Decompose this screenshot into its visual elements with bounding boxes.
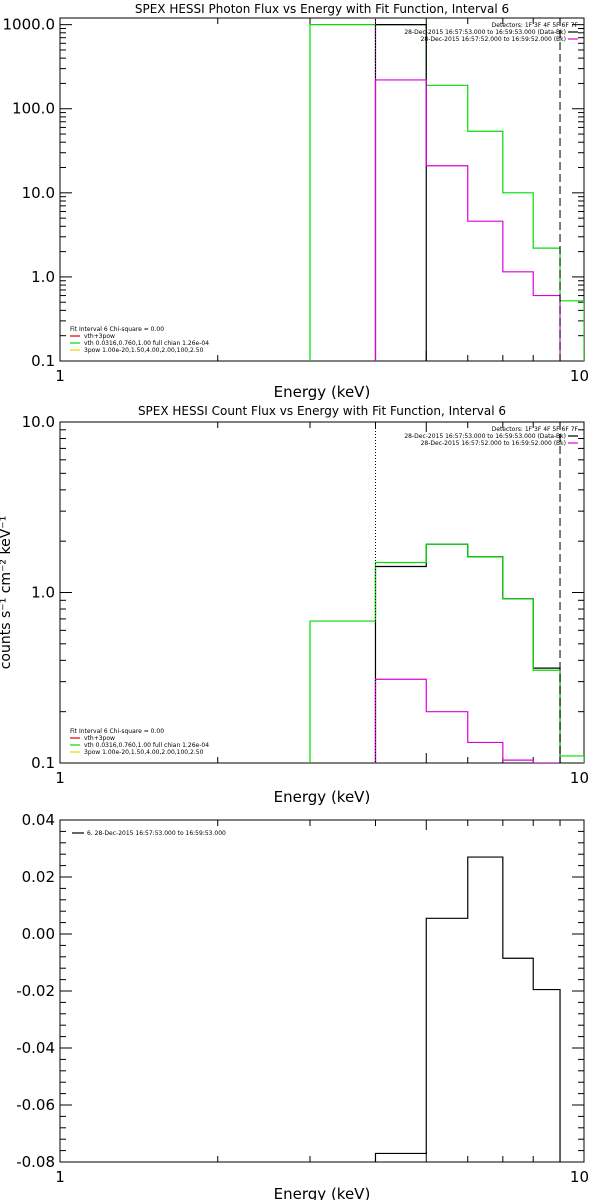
legend-entry-text: 28-Dec-2015 16:57:52.000 to 16:59:52.000…	[421, 440, 566, 447]
y-tick-label: -0.04	[16, 1039, 55, 1057]
y-tick-label: 1.0	[31, 268, 55, 286]
legend-fit-text: vth 0.0316,0.760,1.00 full chian 1.26e-0…	[84, 340, 209, 347]
y-tick-label: -0.08	[16, 1153, 55, 1171]
x-axis-label: Energy (keV)	[274, 788, 371, 806]
chart-title: SPEX HESSI Photon Flux vs Energy with Fi…	[135, 2, 509, 16]
series-black-step-line	[374, 856, 561, 1162]
legend-detectors: Detectors: 1F 3F 4F 5F 6F 7F	[492, 22, 579, 29]
x-axis-label: Energy (keV)	[274, 383, 371, 401]
series-green-step-line	[309, 543, 584, 763]
y-axis-label: counts s⁻¹ cm⁻² keV⁻¹	[0, 516, 14, 670]
plot-frame	[59, 17, 585, 362]
legend-fit-text: 3pow 1.00e-20,1.50,4.00,2.00,100,2.50	[84, 749, 204, 756]
y-tick-label: -0.06	[16, 1096, 55, 1114]
x-tick-label: 1	[55, 367, 65, 385]
y-tick-label: 0.00	[22, 925, 55, 943]
x-tick-label: 1	[55, 769, 65, 787]
y-tick-label: 10.0	[22, 413, 55, 431]
series-green-step-line	[309, 24, 584, 361]
legend-entry-text: 28-Dec-2015 16:57:53.000 to 16:59:53.000…	[404, 433, 566, 440]
y-tick-label: 10.0	[22, 184, 55, 202]
legend-entry-text: 6. 28-Dec-2015 16:57:53.000 to 16:59:53.…	[87, 830, 226, 837]
legend-fit-text: vth+3pow	[84, 333, 115, 340]
y-tick-label: 0.02	[22, 868, 55, 886]
y-tick-label: -0.02	[16, 982, 55, 1000]
legend-fit-text: vth 0.0316,0.760,1.00 full chian 1.26e-0…	[84, 742, 209, 749]
y-tick-label: 0.1	[31, 352, 55, 370]
x-tick-label: 10	[570, 769, 589, 787]
y-tick-label: 1000.0	[3, 16, 56, 34]
legend-entry-text: 28-Dec-2015 16:57:53.000 to 16:59:53.000…	[404, 29, 566, 36]
plot-frame	[59, 421, 585, 764]
legend-detectors: Detectors: 1F 3F 4F 5F 6F 7F	[492, 426, 579, 433]
x-axis-label: Energy (keV)	[274, 1185, 371, 1200]
y-tick-label: 1.0	[31, 584, 55, 602]
legend-fit-text: vth+3pow	[84, 735, 115, 742]
series-black-step-line	[374, 24, 427, 361]
series-magenta-step-line	[374, 678, 561, 763]
legend-entry-text: 28-Dec-2015 16:57:52.000 to 16:59:52.000…	[421, 36, 566, 43]
legend-fit-heading: Fit Interval 6 Chi-square = 0.00	[70, 326, 164, 333]
y-tick-label: 0.1	[31, 754, 55, 772]
x-tick-label: 10	[570, 1168, 589, 1186]
chart-panel-2: SPEX HESSI Count Flux vs Energy with Fit…	[0, 404, 589, 806]
plot-frame	[59, 819, 585, 1163]
chart-panel-1: SPEX HESSI Photon Flux vs Energy with Fi…	[3, 2, 590, 401]
x-tick-label: 10	[570, 367, 589, 385]
legend-fit-text: 3pow 1.00e-20,1.50,4.00,2.00,100,2.50	[84, 347, 204, 354]
chart-title: SPEX HESSI Count Flux vs Energy with Fit…	[138, 404, 506, 418]
y-tick-label: 0.04	[22, 811, 55, 829]
series-magenta-step-line	[374, 79, 561, 361]
legend-fit-heading: Fit Interval 6 Chi-square = 0.00	[70, 728, 164, 735]
x-tick-label: 1	[55, 1168, 65, 1186]
chart-panel-3: 1 10 Energy (keV) 0.04 0.02 0.00 -0.02 -0.04 -0.…	[16, 811, 589, 1200]
y-tick-label: 100.0	[12, 100, 55, 118]
